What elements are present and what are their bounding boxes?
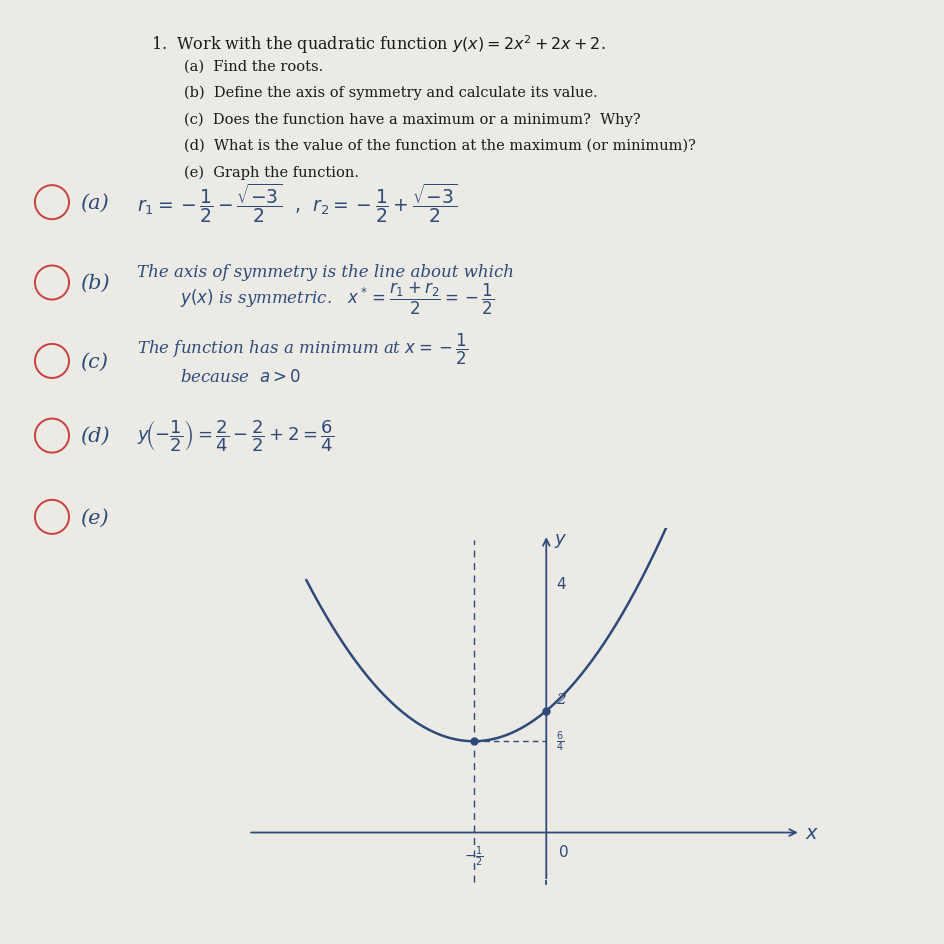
- Text: (a): (a): [80, 194, 109, 212]
- Text: (b): (b): [80, 274, 110, 293]
- Text: (b)  Define the axis of symmetry and calculate its value.: (b) Define the axis of symmetry and calc…: [184, 86, 598, 100]
- Text: The function has a minimum at $x = -\dfrac{1}{2}$: The function has a minimum at $x = -\dfr…: [137, 331, 467, 367]
- Text: 2: 2: [556, 692, 565, 706]
- Text: $0$: $0$: [557, 844, 568, 860]
- Text: (a)  Find the roots.: (a) Find the roots.: [184, 59, 323, 74]
- Text: (d): (d): [80, 427, 110, 446]
- Text: The axis of symmetry is the line about which: The axis of symmetry is the line about w…: [137, 263, 514, 280]
- Text: (d)  What is the value of the function at the maximum (or minimum)?: (d) What is the value of the function at…: [184, 139, 696, 153]
- Text: $y$: $y$: [553, 531, 566, 549]
- Text: because  $a > 0$: because $a > 0$: [179, 368, 300, 385]
- Text: $\frac{6}{4}$: $\frac{6}{4}$: [556, 730, 565, 753]
- Text: (e): (e): [80, 508, 109, 527]
- Text: $x$: $x$: [804, 824, 818, 842]
- Text: (e)  Graph the function.: (e) Graph the function.: [184, 165, 359, 179]
- Text: (c): (c): [80, 352, 109, 371]
- Text: $4$: $4$: [556, 576, 566, 591]
- Text: 1.  Work with the quadratic function $y(x) = 2x^2 + 2x + 2$.: 1. Work with the quadratic function $y(x…: [151, 33, 605, 56]
- Text: $y(x)$ is symmetric.   $x^* = \dfrac{r_1+r_2}{2} = -\dfrac{1}{2}$: $y(x)$ is symmetric. $x^* = \dfrac{r_1+r…: [179, 280, 494, 316]
- Text: $y\!\left(-\dfrac{1}{2}\right) = \dfrac{2}{4} - \dfrac{2}{2} + 2 = \dfrac{6}{4}$: $y\!\left(-\dfrac{1}{2}\right) = \dfrac{…: [137, 418, 334, 454]
- Text: $r_1 = -\dfrac{1}{2} - \dfrac{\sqrt{-3}}{2}$  ,  $r_2 = -\dfrac{1}{2} + \dfrac{\: $r_1 = -\dfrac{1}{2} - \dfrac{\sqrt{-3}}…: [137, 181, 457, 225]
- Text: (c)  Does the function have a maximum or a minimum?  Why?: (c) Does the function have a maximum or …: [184, 112, 640, 126]
- Text: $-\frac{1}{2}$: $-\frac{1}{2}$: [464, 844, 483, 868]
